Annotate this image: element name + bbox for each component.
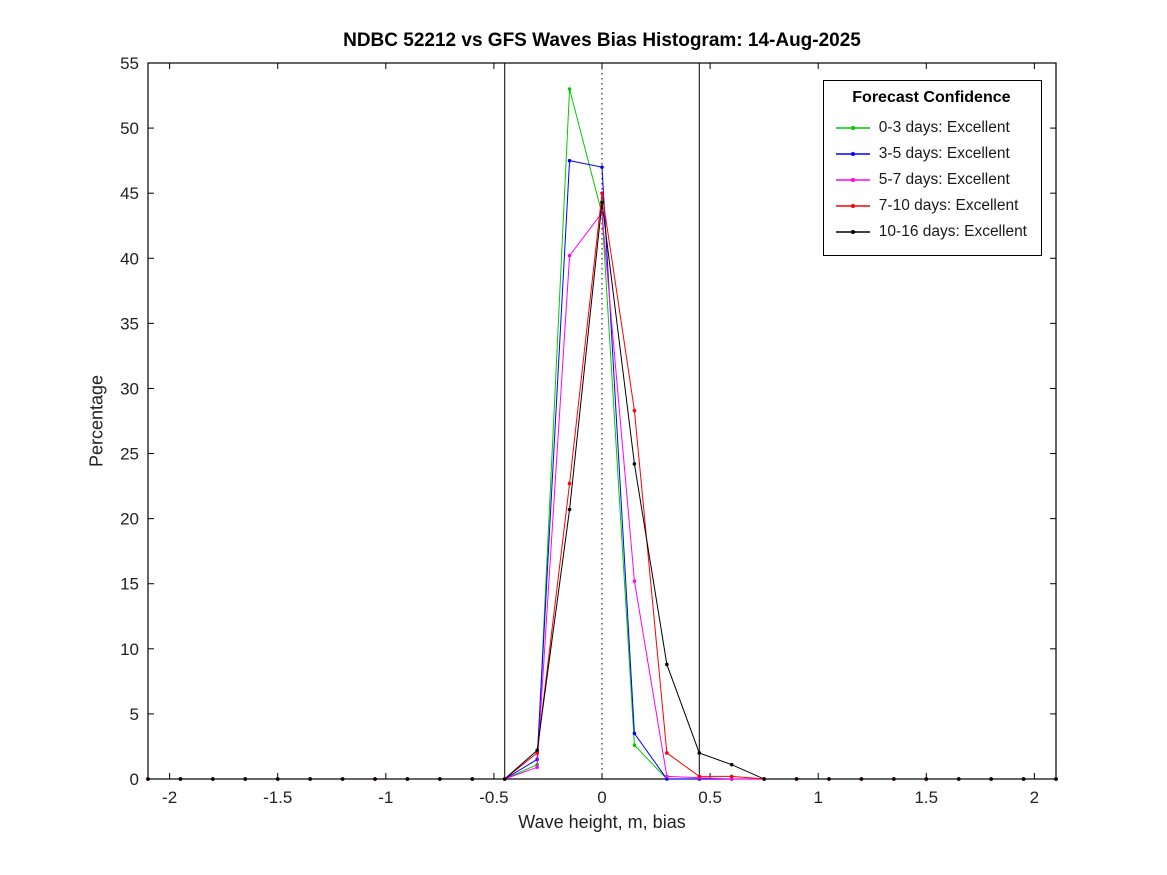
series-marker [989, 777, 993, 781]
series-marker [567, 507, 572, 512]
legend-rows: 0-3 days: Excellent 3-5 days: Excellent 5-… [835, 115, 1027, 245]
series-marker [211, 777, 215, 781]
series-marker [665, 751, 669, 755]
series-marker [243, 777, 248, 781]
series-marker [502, 777, 507, 781]
y-tick-label: 40 [120, 249, 139, 268]
series-marker [794, 777, 799, 781]
series-marker [729, 774, 734, 779]
series-marker [146, 777, 150, 781]
series-marker [373, 777, 377, 781]
series-marker [405, 777, 410, 781]
series-marker [697, 751, 702, 755]
series-marker [535, 765, 539, 770]
legend-item-label: 10-16 days: Excellent [878, 223, 1027, 240]
series-marker [567, 481, 572, 486]
y-tick-label: 25 [120, 445, 139, 464]
series-marker [1021, 777, 1026, 781]
x-tick-label: -1.5 [263, 788, 292, 807]
y-tick-label: 55 [120, 54, 139, 73]
series-marker [632, 743, 637, 747]
legend-item-1: 3-5 days: Excellent [835, 141, 1027, 167]
x-tick-label: 2 [1030, 788, 1039, 807]
legend-item-4: 10-16 days: Excellent [835, 219, 1027, 245]
legend-item-2: 5-7 days: Excellent [835, 167, 1027, 193]
series-marker [567, 253, 572, 258]
legend-line-sample [835, 152, 870, 156]
series-marker [470, 777, 475, 781]
series-marker [956, 777, 961, 781]
series-marker [535, 748, 539, 753]
y-tick-label: 5 [130, 705, 139, 724]
series-marker [567, 87, 572, 91]
series-marker [924, 777, 929, 781]
y-tick-label: 20 [120, 510, 139, 529]
legend-line-sample [835, 204, 870, 208]
legend-item-label: 3-5 days: Excellent [878, 145, 1010, 162]
x-tick-label: -2 [162, 788, 177, 807]
y-tick-label: 10 [120, 640, 139, 659]
y-tick-label: 0 [130, 770, 139, 789]
y-tick-label: 50 [120, 119, 139, 138]
series-marker [600, 165, 604, 169]
legend-line-sample [835, 230, 870, 234]
series-marker [600, 200, 604, 205]
legend-item-label: 0-3 days: Excellent [878, 119, 1010, 136]
series-marker [827, 777, 831, 781]
series-marker [632, 731, 637, 736]
series-marker [762, 777, 766, 781]
series-marker [632, 579, 637, 583]
series-marker [340, 777, 345, 781]
chart-title: NDBC 52212 vs GFS Waves Bias Histogram: … [343, 30, 861, 51]
series-marker [665, 662, 669, 667]
x-tick-label: 0.5 [698, 788, 722, 807]
y-tick-label: 30 [120, 379, 139, 398]
x-tick-label: -1 [378, 788, 393, 807]
series-marker [665, 777, 669, 781]
series-marker [632, 462, 637, 466]
series-marker [729, 762, 734, 767]
series-marker [632, 408, 637, 413]
series-marker [697, 774, 702, 779]
series-marker [438, 777, 442, 781]
series-marker [729, 777, 734, 781]
series-marker [567, 158, 572, 163]
legend-line-sample [835, 126, 870, 130]
legend: Forecast Confidence 0-3 days: Excellent 3… [822, 80, 1042, 256]
x-axis-label: Wave height, m, bias [518, 812, 686, 832]
legend-item-label: 5-7 days: Excellent [878, 171, 1010, 188]
legend-item-0: 0-3 days: Excellent [835, 115, 1027, 141]
series-marker [665, 774, 669, 779]
series-marker [859, 777, 864, 781]
series-marker [275, 777, 280, 781]
series-marker [892, 777, 896, 781]
y-tick-label: 35 [120, 314, 139, 333]
legend-item-label: 7-10 days: Excellent [878, 197, 1019, 214]
series-marker [600, 191, 604, 195]
y-tick-label: 15 [120, 575, 139, 594]
x-tick-label: 1.5 [914, 788, 938, 807]
series-line-3 [148, 193, 1056, 780]
series-marker [1054, 777, 1058, 781]
legend-item-3: 7-10 days: Excellent [835, 193, 1027, 219]
x-tick-label: -0.5 [479, 788, 508, 807]
series-marker [535, 751, 539, 755]
legend-line-sample [835, 178, 870, 182]
series-marker [308, 777, 312, 781]
x-tick-label: 1 [813, 788, 822, 807]
y-tick-label: 45 [120, 184, 139, 203]
x-tick-label: 0 [597, 788, 606, 807]
series-marker [178, 777, 183, 781]
legend-title: Forecast Confidence [852, 89, 1011, 106]
